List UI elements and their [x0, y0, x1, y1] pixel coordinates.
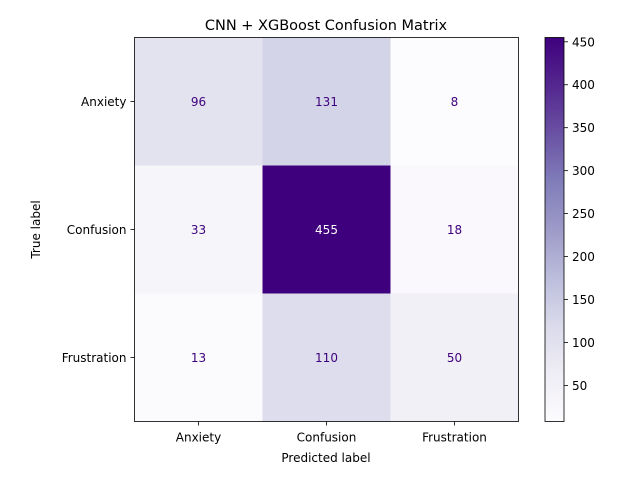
cell-value-label: 8 — [451, 95, 459, 109]
x-tick-label: Frustration — [422, 431, 487, 445]
colorbar-tick-label: 200 — [572, 250, 595, 264]
heatmap-cell — [390, 37, 519, 166]
colorbar-tick-label: 50 — [572, 379, 587, 393]
cell-value-label: 131 — [315, 95, 338, 109]
heatmap-cell — [262, 293, 391, 422]
colorbar-tick-label: 250 — [572, 207, 595, 221]
colorbar-tick-label: 100 — [572, 336, 595, 350]
y-tick-label: Confusion — [67, 223, 127, 237]
x-tick-label: Confusion — [297, 431, 357, 445]
heatmap-cell — [390, 165, 519, 294]
cell-value-label: 110 — [315, 351, 338, 365]
heatmap-cell — [262, 165, 391, 294]
cell-value-label: 96 — [191, 95, 206, 109]
colorbar-gradient — [545, 37, 564, 422]
y-tick-label: Frustration — [62, 351, 127, 365]
y-axis-ticks: Anxiety Confusion Frustration — [62, 95, 135, 365]
heatmap-cell — [134, 165, 263, 294]
colorbar-tick-label: 350 — [572, 121, 595, 135]
colorbar-tick-label: 400 — [572, 78, 595, 92]
colorbar-tick-label: 300 — [572, 164, 595, 178]
cell-value-label: 13 — [191, 351, 206, 365]
y-tick-label: Anxiety — [81, 95, 126, 109]
colorbar-frame — [544, 37, 565, 422]
cell-value-labels: 96 131 8 33 455 18 13 110 50 — [191, 95, 462, 365]
heatmap-cell — [134, 37, 263, 166]
cell-value-label: 33 — [191, 223, 206, 237]
y-axis-label: True label — [29, 200, 43, 259]
colorbar-tick-label: 150 — [572, 293, 595, 307]
cell-value-label: 455 — [315, 223, 338, 237]
x-axis-label: Predicted label — [281, 451, 370, 465]
chart-title: CNN + XGBoost Confusion Matrix — [205, 18, 448, 34]
x-tick-label: Anxiety — [176, 431, 221, 445]
x-axis-ticks: Anxiety Confusion Frustration — [176, 421, 487, 445]
heatmap-cell — [390, 293, 519, 422]
heatmap-cells — [134, 37, 519, 422]
colorbar-tick-label: 450 — [572, 35, 595, 49]
cell-value-label: 50 — [447, 351, 462, 365]
heatmap-cell — [134, 293, 263, 422]
heatmap-cell — [262, 37, 391, 166]
cell-value-label: 18 — [447, 223, 462, 237]
colorbar-ticks: 50 100 150 200 250 300 350 400 450 — [564, 35, 595, 393]
